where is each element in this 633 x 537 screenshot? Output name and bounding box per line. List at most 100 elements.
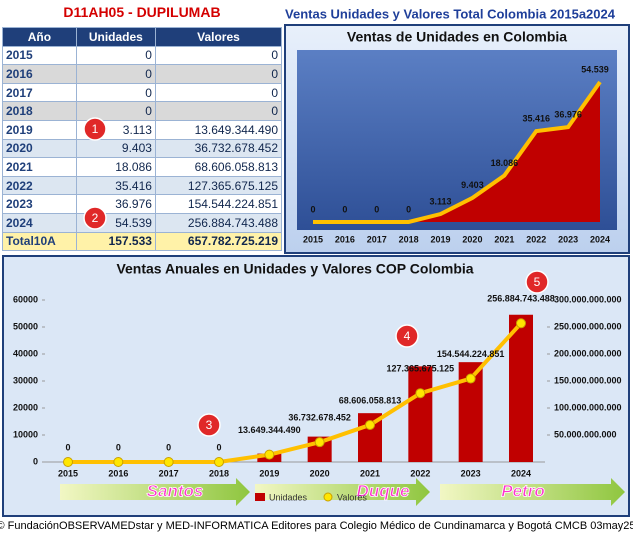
point [264,449,275,460]
marker-label: 2 [92,211,99,225]
x-tick-label: 2022 [526,234,546,244]
legend-label: Unidades [269,492,308,502]
y-tick-label: 10000 [13,429,38,439]
x-tick-label: 2019 [431,234,451,244]
y2-tick-label: 300.000.000.000 [554,294,622,304]
data-label: 0 [65,442,70,452]
y2-tick-label: 200.000.000.000 [554,348,622,358]
point [415,388,426,399]
table-cell: 2016 [2,64,77,84]
x-tick-label: 2020 [310,468,330,478]
data-label: 54.539 [581,64,609,74]
point [465,373,476,384]
marker-circle [197,413,221,437]
y2-tick-label: 100.000.000.000 [554,402,622,412]
header-row: Año Unidades Valores [2,27,283,47]
point [214,457,224,467]
total-cell: 157.533 [75,231,156,252]
data-label: 36.976 [554,109,582,119]
marker-label: 5 [534,275,541,289]
column-header: Año [2,27,77,47]
marker-circle [83,117,107,141]
x-tick-label: 2023 [558,234,578,244]
era-label: Duque [357,481,410,500]
table-row: 2017 0 0 [2,82,283,103]
marker-label: 1 [92,122,99,136]
data-label: 0 [310,204,315,214]
data-label: 0 [116,442,121,452]
x-tick-label: 2021 [360,468,380,478]
y2-tick-label: 50.000.000.000 [554,429,617,439]
x-tick-label: 2019 [259,468,279,478]
table-row: 2015 0 0 [2,45,283,66]
table-cell: 2018 [2,101,77,121]
data-label: 0 [216,442,221,452]
total-cell: Total10A [2,231,77,252]
table-cell: 18.086 [75,157,156,177]
y-tick-label: 20000 [13,402,38,412]
point [314,437,325,448]
x-tick-label: 2015 [303,234,323,244]
era-label: Petro [501,481,544,500]
x-tick-label: 2024 [590,234,610,244]
data-label: 18.086 [491,158,519,168]
chart2-title: Ventas Anuales en Unidades y Valores COP… [116,261,473,277]
data-label: 0 [406,204,411,214]
marker-circle [525,270,549,294]
x-tick-label: 2022 [410,468,430,478]
table-cell: 2019 [2,119,77,140]
x-tick-label: 2018 [399,234,419,244]
y-tick-label: 40000 [13,348,38,358]
x-tick-label: 2017 [159,468,179,478]
data-label: 0 [342,204,347,214]
table-row: 2021 18.086 68.606.058.813 [2,157,283,177]
area [313,82,600,222]
point [516,318,526,329]
table-cell: 2022 [2,175,77,196]
table-cell: 13.649.344.490 [154,119,283,140]
x-tick-label: 2017 [367,234,387,244]
era-arrow [255,478,430,506]
x-tick-label: 2021 [494,234,514,244]
point [113,457,124,467]
column-header: Valores [154,27,283,47]
y2-tick-label: 150.000.000.000 [554,375,622,385]
point [63,457,73,467]
marker-label: 3 [206,418,213,432]
data-label: 9.403 [461,180,484,190]
data-label: 0 [166,442,171,452]
x-tick-label: 2020 [462,234,482,244]
table-row: 2020 9.403 36.732.678.452 [2,138,283,159]
y-tick-label: 30000 [13,375,38,385]
product-code: D11AH05 - DUPILUMAB [63,4,221,20]
legend-swatch [323,492,333,502]
line [68,321,523,464]
point [163,457,174,467]
table-row: 2019 3.113 13.649.344.490 [2,119,283,140]
era-arrow [440,478,625,506]
sales-table: Año Unidades Valores 2015 0 0 2016 0 0 2017 0 0 2018… [2,27,283,252]
x-tick-label: 2016 [108,468,128,478]
y-tick-label: 0 [33,456,38,466]
marker-circle [83,206,107,230]
x-tick-label: 2023 [461,468,481,478]
bar [408,366,433,462]
page-title: Ventas Unidades y Valores Total Colombia… [285,6,616,21]
legend-label: Valores [337,492,367,502]
data-label: 13.649.344.490 [238,425,301,435]
marker-label: 4 [404,329,411,343]
data-label: 256.884.743.488 [487,294,555,304]
marker-circle [395,324,419,348]
data-label: 68.606.058.813 [339,395,402,405]
data-label: 35.416 [522,113,550,123]
bar [509,314,533,462]
y2-tick-label: 250.000.000.000 [554,321,622,331]
y-tick-label: 50000 [13,321,38,331]
x-tick-label: 2016 [335,234,355,244]
data-label: 154.544.224.851 [437,349,505,359]
era-arrow [60,478,250,506]
footer: © FundaciónOBSERVAMEDstar y MED-INFORMAT… [0,520,633,532]
y-tick-label: 60000 [13,294,38,304]
